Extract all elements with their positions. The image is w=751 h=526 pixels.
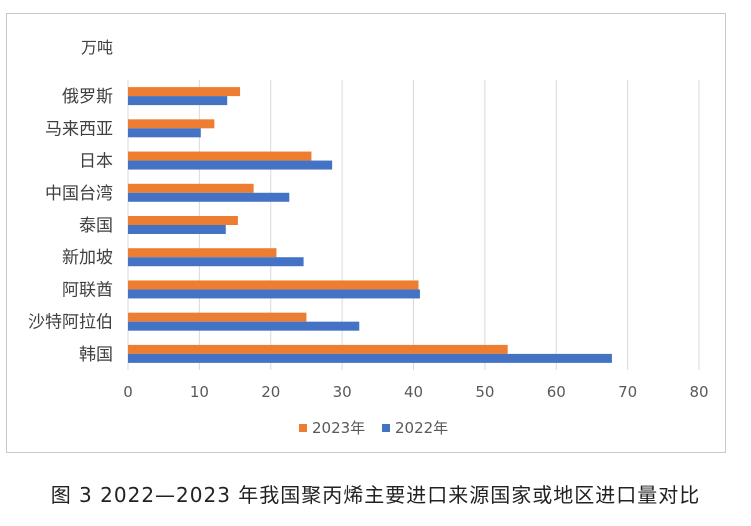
x-tick-label: 50 [475, 383, 494, 401]
x-tick-label: 40 [404, 383, 423, 401]
legend-swatch [299, 424, 307, 432]
bar-2022 [128, 321, 360, 331]
bar-2022 [128, 96, 228, 106]
bar-2023 [128, 151, 312, 161]
category-label: 韩国 [79, 345, 113, 365]
x-tick-label: 20 [261, 383, 280, 401]
category-label: 新加坡 [62, 248, 113, 268]
x-tick-labels: 0 10 20 30 40 50 60 70 80 [123, 383, 708, 401]
bar-2022 [128, 225, 226, 234]
x-tick-label: 60 [547, 383, 566, 401]
legend-swatch [382, 424, 390, 432]
category-label: 阿联酋 [62, 280, 113, 300]
figure-caption: 图 3 2022—2023 年我国聚丙烯主要进口来源国家或地区进口量对比 [50, 483, 701, 507]
x-tick-label: 30 [333, 383, 352, 401]
bar-2022 [128, 160, 333, 170]
category-label: 沙特阿拉伯 [28, 313, 113, 333]
category-label: 马来西亚 [45, 119, 113, 139]
bar-2023 [128, 344, 508, 354]
bar-2022 [128, 353, 612, 363]
bar-2023 [128, 248, 277, 258]
category-label: 日本 [79, 152, 113, 172]
x-tick-label: 10 [190, 383, 209, 401]
bar-2023 [128, 87, 241, 97]
category-label: 中国台湾 [45, 184, 113, 204]
bar-2022 [128, 192, 290, 202]
bar-2023 [128, 216, 238, 225]
bar-2022 [128, 128, 201, 138]
x-tick-label: 70 [618, 383, 637, 401]
x-tick-label: 0 [123, 383, 133, 401]
bars [128, 87, 612, 363]
legend: 2023年 2022年 [299, 419, 448, 437]
legend-label: 2022年 [395, 419, 448, 437]
bar-2022 [128, 257, 304, 267]
bar-2023 [128, 183, 254, 193]
bar-2023 [128, 280, 419, 290]
legend-label: 2023年 [312, 419, 365, 437]
bar-2023 [128, 312, 307, 322]
unit-label: 万吨 [81, 38, 113, 57]
category-label: 俄罗斯 [62, 87, 113, 107]
bar-2023 [128, 119, 215, 129]
x-tick-label: 80 [689, 383, 708, 401]
bar-2022 [128, 289, 420, 299]
chart-frame: 万吨 俄罗斯马来西亚日本中国台湾泰国新加坡阿联酋沙特阿拉伯韩国 0 10 20 30 4… [6, 13, 726, 453]
category-label: 泰国 [79, 216, 113, 236]
